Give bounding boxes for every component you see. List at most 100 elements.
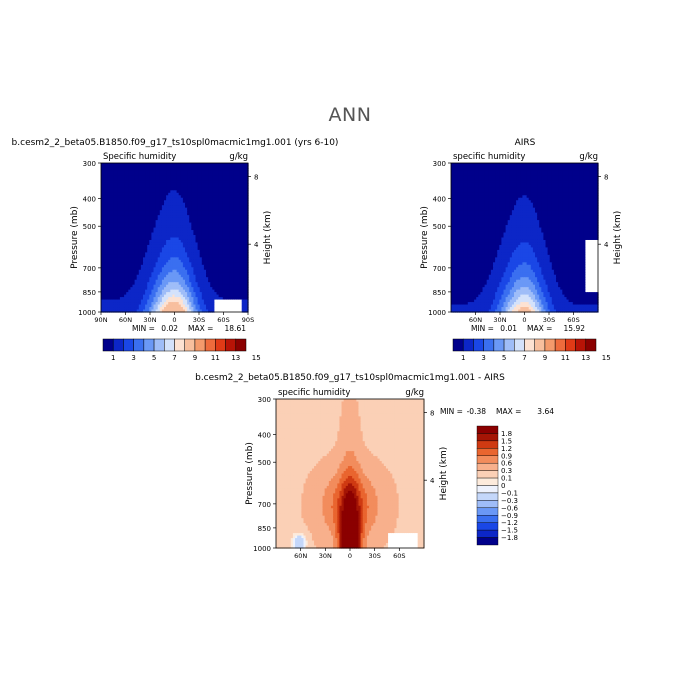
contour-cell (147, 165, 150, 169)
contour-cell (119, 182, 123, 186)
contour-cell (237, 205, 241, 209)
contour-cell (136, 192, 140, 196)
contour-cell (164, 192, 167, 196)
contour-cell (180, 210, 184, 214)
x-tick-label: 90N (94, 316, 107, 324)
contour-cell (134, 202, 138, 206)
contour-cell (227, 192, 230, 196)
contour-cell (178, 202, 182, 206)
contour-cell (195, 165, 199, 169)
contour-cell (149, 180, 152, 184)
contour-cell (201, 180, 205, 184)
contour-cell (164, 205, 167, 209)
contour-cell (193, 187, 197, 191)
contour-cell (241, 165, 245, 169)
contour-cell (172, 180, 176, 184)
contour-cell (122, 192, 125, 196)
contour-cell (174, 165, 178, 169)
contour-cell (180, 187, 184, 191)
contour-cell (199, 195, 203, 199)
contour-cell (193, 207, 197, 211)
contour-cell (117, 197, 121, 201)
contour-cell (161, 167, 165, 172)
contour-cell (189, 195, 192, 199)
contour-cell (155, 180, 159, 184)
contour-cell (214, 207, 218, 211)
contour-cell (224, 163, 228, 167)
contour-cell (107, 170, 110, 174)
contour-cell (140, 195, 144, 199)
contour-cell (107, 177, 110, 181)
contour-cell (178, 172, 182, 177)
y-tick-label: 1000 (78, 309, 96, 317)
contour-cell (107, 163, 110, 167)
contour-cell (233, 177, 236, 181)
contour-cell (212, 202, 215, 206)
contour-cell (197, 170, 201, 174)
contour-cell (166, 175, 169, 179)
contour-cell (237, 177, 241, 181)
contour-cell (191, 185, 194, 189)
y-tick-label: 300 (83, 160, 96, 168)
contour-cell (101, 163, 104, 167)
contour-cell (180, 163, 184, 167)
contour-cell (210, 202, 213, 206)
contour-cell (239, 167, 243, 172)
contour-cell (105, 165, 108, 169)
contour-cell (101, 165, 104, 169)
contour-cell (187, 205, 190, 209)
contour-cell (151, 212, 155, 216)
contour-cell (113, 200, 117, 204)
contour-cell (136, 197, 140, 201)
contour-cell (103, 163, 106, 167)
contour-cell (161, 185, 165, 189)
contour-cell (241, 170, 245, 174)
contour-cell (206, 202, 209, 206)
contour-cell (149, 192, 152, 196)
contour-cell (119, 207, 123, 211)
contour-cell (218, 172, 222, 177)
contour-cell (214, 187, 218, 191)
contour-cell (143, 210, 146, 214)
contour-cell (113, 187, 117, 191)
contour-cell (227, 202, 230, 206)
contour-cell (195, 167, 199, 172)
contour-cell (136, 212, 140, 216)
contour-cell (187, 177, 190, 181)
contour-cell (126, 192, 129, 196)
contour-cell (222, 172, 226, 177)
contour-cell (229, 180, 232, 184)
contour-cell (180, 177, 184, 181)
contour-cell (178, 163, 182, 167)
contour-cell (182, 177, 186, 181)
contour-cell (180, 185, 184, 189)
contour-cell (176, 197, 180, 201)
contour-cell (130, 165, 134, 169)
contour-cell (136, 205, 140, 209)
contour-cell (176, 187, 180, 191)
contour-cell (147, 187, 150, 191)
x-tick-label: 60S (217, 316, 229, 324)
contour-cell (115, 175, 119, 179)
contour-cell (174, 207, 178, 211)
contour-cell (140, 207, 144, 211)
contour-cell (151, 205, 155, 209)
contour-cell (237, 190, 241, 194)
contour-cell (185, 170, 188, 174)
contour-cell (164, 207, 167, 211)
contour-cell (185, 200, 188, 204)
contour-cell (178, 177, 182, 181)
contour-cell (161, 165, 165, 169)
contour-cell (115, 170, 119, 174)
contour-cell (159, 163, 163, 167)
contour-cell (105, 175, 108, 179)
contour-cell (124, 187, 127, 191)
contour-cell (197, 165, 201, 169)
contour-cell (101, 185, 104, 189)
contour-cell (187, 200, 190, 204)
contour-cell (206, 172, 209, 177)
contour-cell (164, 180, 167, 184)
contour-cell (117, 177, 121, 181)
contour-cell (185, 172, 188, 177)
contour-cell (208, 205, 211, 209)
